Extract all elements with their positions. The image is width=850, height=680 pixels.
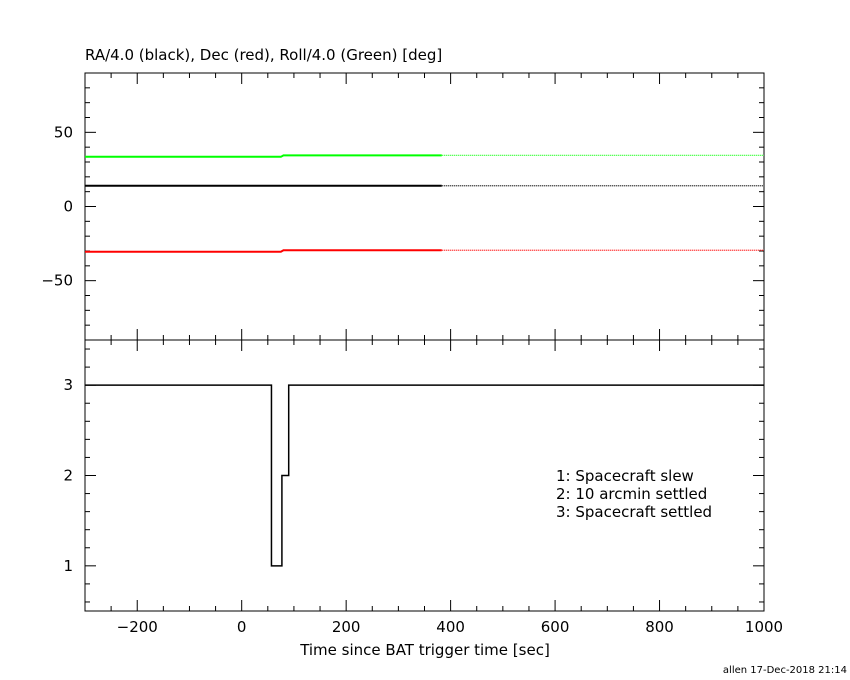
bottom-x-tick-label-3: 400 (436, 618, 465, 636)
series-roll-segment-0 (85, 154, 442, 158)
legend: 1: Spacecraft slew 2: 10 arcmin settled … (556, 467, 712, 521)
bottom-y-tick-label-1: 2 (63, 467, 73, 485)
top-y-tick-label-2: −50 (41, 272, 73, 290)
bottom-y-tick-label-0: 3 (63, 376, 73, 394)
bottom-x-tick-label-0: −200 (117, 618, 158, 636)
top-y-tick-label-1: 0 (63, 198, 73, 216)
bottom-panel: −200 0 200 400 600 800 1000 3 2 1 (63, 339, 783, 636)
x-axis-label: Time since BAT trigger time [sec] (299, 641, 550, 659)
footer-stamp: allen 17-Dec-2018 21:14 (723, 665, 847, 676)
bottom-x-tick-label-2: 200 (332, 618, 361, 636)
bottom-x-tick-label-5: 800 (645, 618, 674, 636)
bottom-x-tick-label-4: 600 (541, 618, 570, 636)
top-y-tick-label-0: 50 (54, 123, 73, 141)
top-chart-title: RA/4.0 (black), Dec (red), Roll/4.0 (Gre… (85, 46, 442, 64)
top-panel: 50 0 −50 (41, 72, 765, 341)
series-pointing-state-step-line (85, 384, 764, 567)
series-dec-segment-0 (85, 249, 442, 253)
legend-item-3: 3: Spacecraft settled (556, 503, 712, 521)
legend-item-1: 1: Spacecraft slew (556, 467, 694, 485)
bottom-x-tick-label-1: 0 (237, 618, 247, 636)
bottom-x-tick-label-6: 1000 (745, 618, 783, 636)
bottom-y-tick-label-2: 1 (63, 557, 73, 575)
legend-item-2: 2: 10 arcmin settled (556, 485, 707, 503)
top-frame (84, 72, 765, 341)
